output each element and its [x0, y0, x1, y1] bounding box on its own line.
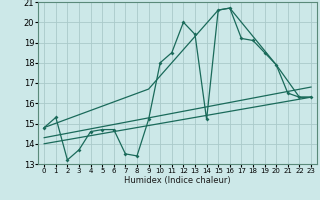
X-axis label: Humidex (Indice chaleur): Humidex (Indice chaleur) — [124, 176, 231, 185]
